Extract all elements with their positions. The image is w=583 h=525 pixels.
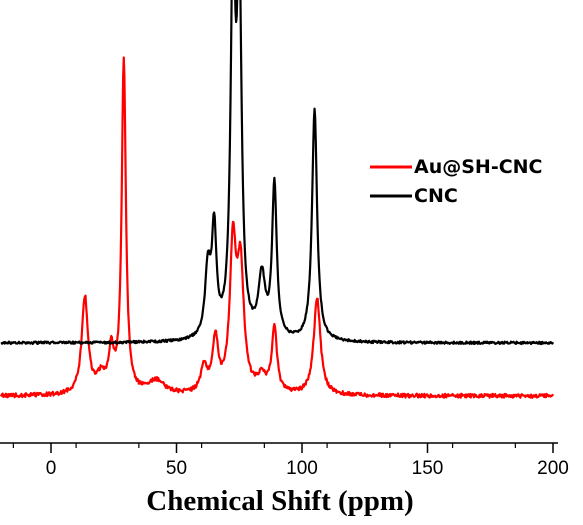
series-layer: [0, 0, 554, 399]
x-tick-label: 150: [412, 458, 444, 479]
x-tick-label: 50: [166, 458, 187, 479]
series-line-au-sh-cnc: [0, 56, 554, 399]
legend: Au@SH-CNC CNC: [370, 156, 543, 207]
series-line-cnc: [0, 0, 554, 346]
x-tick-label: 100: [286, 458, 318, 479]
legend-label: CNC: [414, 185, 458, 207]
x-axis-ticks: 0 50 100 150 200: [12, 443, 569, 479]
x-tick-label: 0: [46, 458, 57, 479]
x-axis-title: Chemical Shift (ppm): [146, 485, 413, 517]
x-tick-label: 200: [537, 458, 569, 479]
legend-label: Au@SH-CNC: [414, 156, 543, 178]
